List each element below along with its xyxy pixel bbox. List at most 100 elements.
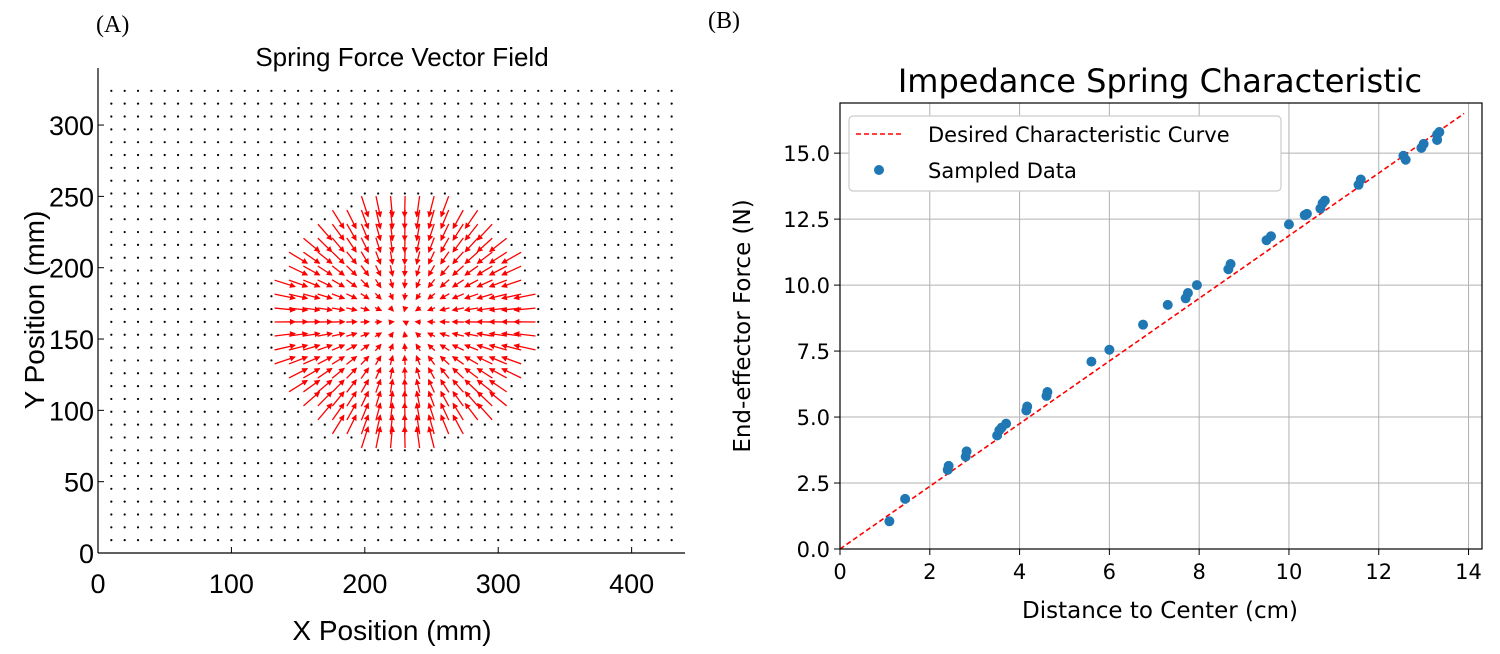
grid-dot: [617, 243, 620, 246]
grid-dot: [377, 115, 380, 118]
grid-dot: [203, 333, 206, 336]
grid-dot: [643, 346, 647, 349]
grid-dot: [163, 487, 166, 490]
grid-dot: [390, 102, 393, 105]
force-arrow: [375, 402, 383, 421]
force-arrow: [288, 368, 309, 379]
grid-dot: [617, 179, 620, 182]
force-arrow: [317, 402, 333, 421]
grid-dot: [256, 385, 260, 388]
force-arrow: [331, 251, 345, 265]
grid-dot: [176, 526, 180, 529]
grid-dot: [510, 462, 513, 465]
grid-dot: [350, 436, 353, 439]
grid-dot: [256, 333, 260, 336]
force-arrow: [375, 378, 382, 393]
force-arrow: [452, 237, 464, 253]
grid-dot: [310, 115, 313, 118]
grid-dot: [470, 513, 473, 516]
grid-dot: [243, 487, 246, 490]
grid-dot: [363, 89, 366, 92]
grid-dot: [230, 320, 233, 324]
grid-dot: [176, 359, 180, 362]
grid-dot: [417, 115, 420, 118]
grid-dot: [256, 153, 260, 157]
grid-dot: [510, 410, 513, 413]
grid-dot: [430, 153, 433, 157]
grid-dot: [643, 179, 647, 182]
force-arrow: [451, 306, 464, 313]
grid-dot: [176, 320, 180, 324]
grid-dot: [203, 141, 206, 144]
force-arrow: [488, 265, 508, 276]
grid-dot: [270, 179, 273, 182]
grid-dot: [283, 205, 286, 208]
grid-dot: [163, 462, 166, 465]
grid-dot: [243, 307, 246, 311]
grid-dot: [670, 487, 673, 490]
grid-dot: [150, 513, 153, 516]
force-arrow: [360, 237, 369, 253]
grid-dot: [643, 282, 647, 285]
force-arrow: [389, 425, 395, 449]
force-arrow: [375, 265, 382, 277]
force-arrow: [331, 414, 345, 435]
grid-dot: [603, 269, 607, 272]
grid-dot: [377, 179, 380, 182]
grid-dot: [150, 128, 153, 131]
grid-dot: [350, 141, 353, 144]
grid-dot: [630, 256, 633, 259]
x-tick-label: 300: [476, 569, 521, 599]
grid-dot: [657, 359, 660, 362]
grid-dot: [216, 397, 220, 401]
grid-dot: [136, 423, 140, 426]
grid-dot: [256, 513, 260, 516]
grid-dot: [563, 513, 567, 516]
grid-dot: [657, 513, 660, 516]
force-arrow: [346, 402, 357, 421]
grid-dot: [603, 423, 607, 426]
grid-dot: [550, 462, 553, 465]
grid-dot: [577, 141, 580, 144]
grid-dot: [230, 153, 233, 157]
grid-dot: [577, 346, 580, 349]
grid-dot: [190, 462, 193, 465]
grid-dot: [163, 513, 166, 516]
grid-dot: [617, 128, 620, 131]
grid-dot: [457, 179, 460, 182]
sampled-data-point: [884, 516, 895, 527]
grid-dot: [617, 462, 620, 465]
grid-dot: [657, 218, 660, 221]
grid-dot: [643, 397, 647, 401]
grid-dot: [230, 423, 233, 426]
grid-dot: [150, 295, 153, 298]
grid-dot: [470, 526, 473, 529]
grid-dot: [523, 487, 527, 490]
grid-dot: [550, 256, 553, 259]
grid-dot: [297, 179, 300, 182]
grid-dot: [457, 115, 460, 118]
grid-dot: [643, 153, 647, 157]
grid-dot: [670, 372, 673, 375]
grid-dot: [190, 102, 193, 105]
grid-dot: [150, 89, 153, 92]
grid-dot: [337, 487, 340, 490]
grid-dot: [150, 333, 153, 336]
force-arrow: [414, 378, 421, 393]
grid-dot: [563, 320, 567, 324]
grid-dot: [123, 115, 126, 118]
grid-dot: [150, 192, 153, 195]
grid-dot: [630, 474, 633, 478]
grid-dot: [510, 89, 513, 92]
x-tick-label: 12: [1365, 560, 1392, 584]
grid-dot: [537, 115, 540, 118]
force-arrow: [375, 390, 382, 407]
grid-dot: [617, 166, 620, 169]
grid-dot: [377, 192, 380, 195]
grid-dot: [643, 230, 647, 234]
grid-dot: [590, 205, 593, 208]
grid-dot: [577, 359, 580, 362]
sampled-data-point: [961, 446, 972, 457]
grid-dot: [510, 230, 513, 234]
